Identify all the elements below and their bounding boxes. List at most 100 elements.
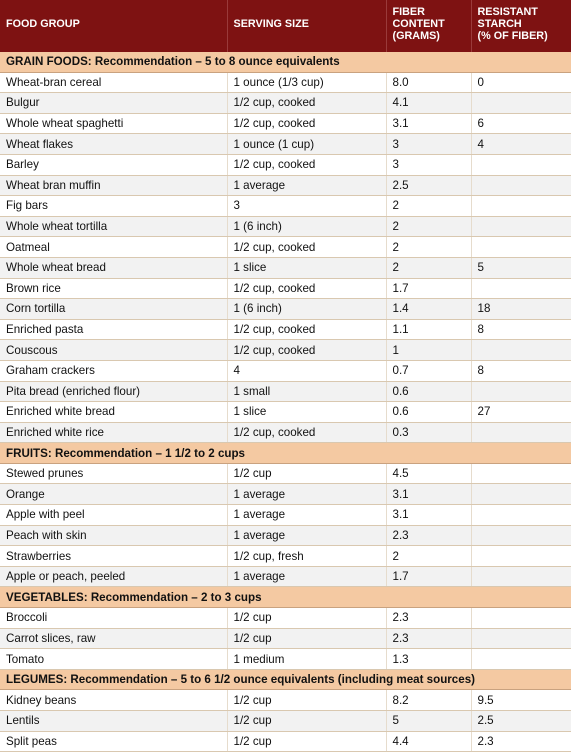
serving-size-cell: 1 average xyxy=(227,175,386,196)
resistant-starch-cell: 2.3 xyxy=(471,731,571,752)
food-name-cell: Enriched pasta xyxy=(0,319,227,340)
resistant-starch-cell xyxy=(471,196,571,217)
resistant-starch-cell: 6 xyxy=(471,113,571,134)
fiber-grams-cell: 1.7 xyxy=(386,566,471,587)
resistant-starch-cell xyxy=(471,154,571,175)
food-name-cell: Oatmeal xyxy=(0,237,227,258)
serving-size-cell: 1/2 cup, cooked xyxy=(227,154,386,175)
header-fiber-line-3: (GRAMS) xyxy=(393,30,471,42)
resistant-starch-cell xyxy=(471,566,571,587)
food-name-cell: Peach with skin xyxy=(0,525,227,546)
fiber-grams-cell: 3.1 xyxy=(386,113,471,134)
serving-size-cell: 1 medium xyxy=(227,649,386,670)
resistant-starch-cell xyxy=(471,422,571,443)
serving-size-cell: 3 xyxy=(227,196,386,217)
fiber-grams-cell: 2.5 xyxy=(386,175,471,196)
food-name-cell: Pita bread (enriched flour) xyxy=(0,381,227,402)
header-fiber-line-1: FIBER xyxy=(393,6,471,18)
food-name-cell: Kidney beans xyxy=(0,690,227,711)
food-name-cell: Graham crackers xyxy=(0,360,227,381)
section-title: VEGETABLES: Recommendation – 2 to 3 cups xyxy=(0,587,571,608)
fiber-grams-cell: 1 xyxy=(386,340,471,361)
serving-size-cell: 1 average xyxy=(227,566,386,587)
food-name-cell: Whole wheat bread xyxy=(0,257,227,278)
resistant-starch-cell xyxy=(471,608,571,629)
fiber-grams-cell: 4.1 xyxy=(386,93,471,114)
fiber-grams-cell: 0.7 xyxy=(386,360,471,381)
resistant-starch-cell: 0 xyxy=(471,72,571,93)
section-header-row: FRUITS: Recommendation – 1 1/2 to 2 cups xyxy=(0,443,571,464)
serving-size-cell: 1/2 cup xyxy=(227,608,386,629)
fiber-grams-cell: 3 xyxy=(386,134,471,155)
food-name-cell: Split peas xyxy=(0,731,227,752)
fiber-grams-cell: 5 xyxy=(386,711,471,732)
resistant-starch-cell: 5 xyxy=(471,257,571,278)
resistant-starch-cell xyxy=(471,525,571,546)
food-name-cell: Broccoli xyxy=(0,608,227,629)
food-name-cell: Whole wheat spaghetti xyxy=(0,113,227,134)
header-serving-size: SERVING SIZE xyxy=(227,0,386,52)
fiber-grams-cell: 0.6 xyxy=(386,381,471,402)
resistant-starch-cell: 8 xyxy=(471,319,571,340)
resistant-starch-cell xyxy=(471,278,571,299)
resistant-starch-cell xyxy=(471,381,571,402)
serving-size-cell: 1 average xyxy=(227,505,386,526)
food-name-cell: Apple with peel xyxy=(0,505,227,526)
resistant-starch-cell xyxy=(471,340,571,361)
header-starch-line-2: STARCH xyxy=(478,18,571,30)
serving-size-cell: 1/2 cup xyxy=(227,731,386,752)
fiber-grams-cell: 3.1 xyxy=(386,505,471,526)
section-title: FRUITS: Recommendation – 1 1/2 to 2 cups xyxy=(0,443,571,464)
header-food-group-label: FOOD GROUP xyxy=(6,18,80,30)
resistant-starch-cell xyxy=(471,505,571,526)
food-name-cell: Lentils xyxy=(0,711,227,732)
serving-size-cell: 1 average xyxy=(227,525,386,546)
food-name-cell: Stewed prunes xyxy=(0,463,227,484)
fiber-grams-cell: 8.0 xyxy=(386,72,471,93)
table-header: FOOD GROUP SERVING SIZE FIBER CONTENT (G… xyxy=(0,0,571,52)
fiber-grams-cell: 4.4 xyxy=(386,731,471,752)
resistant-starch-cell xyxy=(471,649,571,670)
food-name-cell: Whole wheat tortilla xyxy=(0,216,227,237)
fiber-grams-cell: 2 xyxy=(386,546,471,567)
fiber-grams-cell: 8.2 xyxy=(386,690,471,711)
serving-size-cell: 1/2 cup xyxy=(227,711,386,732)
serving-size-cell: 1 average xyxy=(227,484,386,505)
header-fiber-content: FIBER CONTENT (GRAMS) xyxy=(386,0,471,52)
section-header-row: GRAIN FOODS: Recommendation – 5 to 8 oun… xyxy=(0,52,571,72)
fiber-grams-cell: 2.3 xyxy=(386,525,471,546)
section-header-row: VEGETABLES: Recommendation – 2 to 3 cups xyxy=(0,587,571,608)
header-starch-line-3: (% OF FIBER) xyxy=(478,30,571,42)
header-row: FOOD GROUP SERVING SIZE FIBER CONTENT (G… xyxy=(0,0,571,52)
food-name-cell: Barley xyxy=(0,154,227,175)
fiber-grams-cell: 1.1 xyxy=(386,319,471,340)
fiber-grams-cell: 2 xyxy=(386,257,471,278)
header-serving-size-label: SERVING SIZE xyxy=(234,18,309,30)
serving-size-cell: 1/2 cup xyxy=(227,463,386,484)
fiber-grams-cell: 1.3 xyxy=(386,649,471,670)
resistant-starch-cell xyxy=(471,628,571,649)
fiber-grams-cell: 4.5 xyxy=(386,463,471,484)
serving-size-cell: 1 slice xyxy=(227,257,386,278)
serving-size-cell: 1 (6 inch) xyxy=(227,216,386,237)
fiber-grams-cell: 2 xyxy=(386,216,471,237)
fiber-grams-cell: 2.3 xyxy=(386,628,471,649)
serving-size-cell: 1 ounce (1/3 cup) xyxy=(227,72,386,93)
fiber-grams-cell: 2 xyxy=(386,196,471,217)
resistant-starch-cell xyxy=(471,484,571,505)
resistant-starch-cell: 27 xyxy=(471,402,571,423)
